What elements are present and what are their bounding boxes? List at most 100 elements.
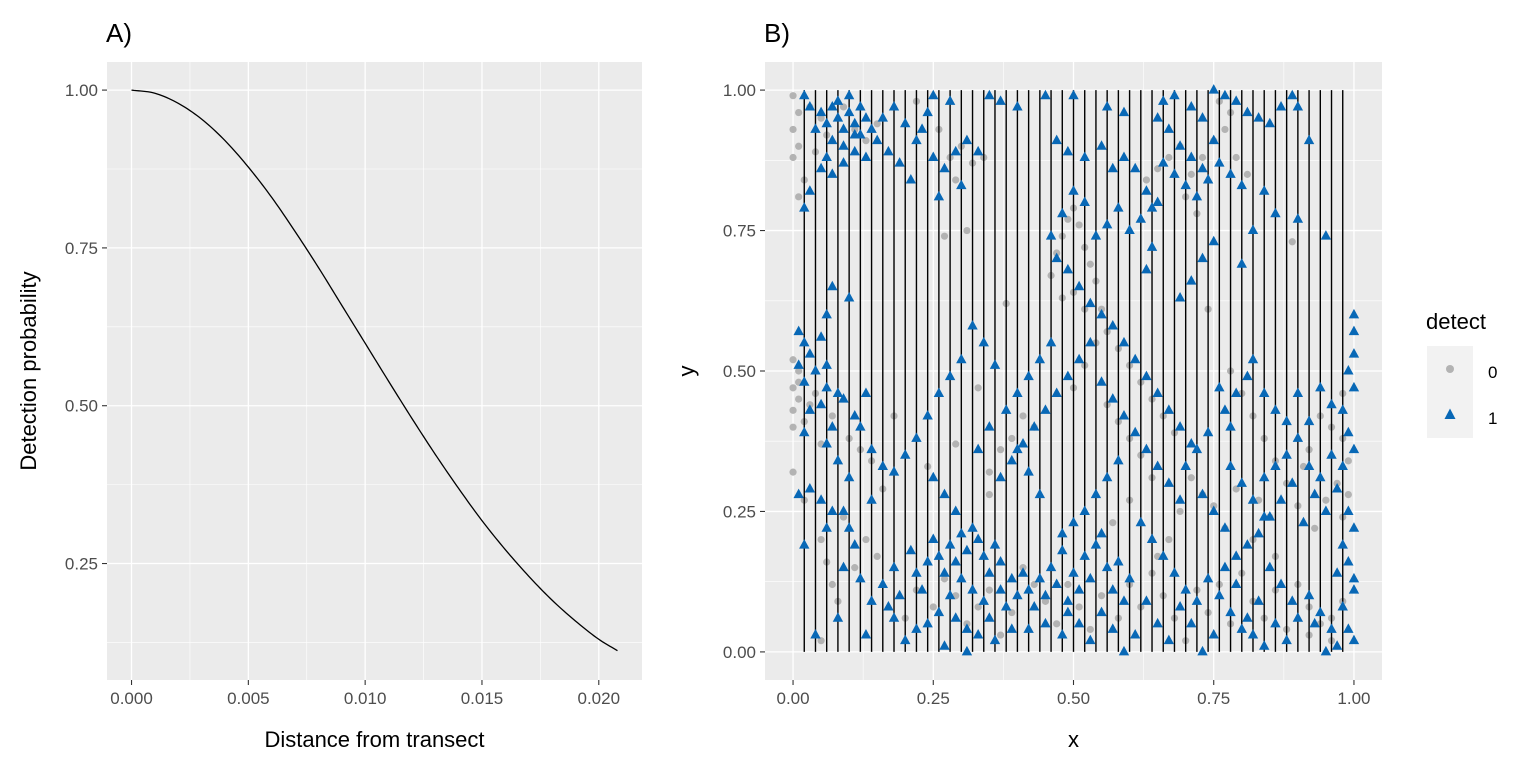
y-tick-label: 0.75 — [723, 222, 756, 241]
point-detected — [1219, 404, 1231, 414]
point-detected — [1174, 600, 1186, 611]
point-detected — [1068, 89, 1079, 100]
point-detected — [1202, 572, 1214, 583]
point-detected — [1236, 179, 1247, 190]
point-detected — [933, 606, 945, 617]
panel-b-tag: B) — [764, 18, 790, 48]
point-detected — [1230, 95, 1242, 105]
point-undetected — [974, 603, 982, 611]
point-detected — [1303, 589, 1315, 600]
point-detected — [832, 112, 844, 122]
point-detected — [1073, 584, 1085, 594]
point-detected — [972, 533, 984, 544]
point-detected — [827, 168, 838, 178]
point-detected — [1113, 556, 1124, 566]
point-detected — [1343, 623, 1354, 633]
point-detected — [1343, 365, 1354, 375]
point-detected — [928, 89, 939, 100]
point-detected — [1326, 449, 1337, 459]
point-detected — [1101, 100, 1113, 111]
point-undetected — [1165, 535, 1173, 544]
point-undetected — [1221, 125, 1229, 134]
point-detected — [1101, 561, 1113, 572]
point-detected — [1309, 617, 1320, 628]
point-detected — [888, 100, 900, 111]
legend-key-undetected-circle — [1446, 365, 1454, 373]
point-undetected — [940, 575, 949, 583]
point-undetected — [817, 637, 825, 645]
point-detected — [1242, 612, 1253, 622]
point-detected — [827, 505, 838, 515]
point-detected — [804, 404, 816, 414]
x-tick-label: 0.000 — [110, 689, 153, 708]
point-detected — [1096, 606, 1107, 617]
point-detected — [877, 460, 888, 471]
point-detected — [1219, 561, 1231, 572]
point-detected — [1079, 196, 1090, 206]
point-detected — [1270, 617, 1281, 628]
point-detected — [1292, 432, 1304, 442]
point-detected — [1186, 275, 1197, 285]
point-detected — [1023, 466, 1034, 476]
point-detected — [849, 117, 860, 128]
point-undetected — [985, 586, 993, 594]
point-detected — [1180, 584, 1191, 594]
point-detected — [995, 584, 1006, 594]
detected-points — [793, 84, 1360, 656]
point-detected — [972, 629, 984, 639]
point-detected — [1017, 438, 1029, 448]
point-detected — [1225, 606, 1236, 617]
point-detected — [1163, 477, 1175, 487]
point-detected — [1281, 634, 1292, 645]
point-detected — [1230, 550, 1242, 560]
point-detected — [871, 134, 883, 145]
point-detected — [1152, 617, 1163, 628]
point-detected — [860, 112, 872, 122]
point-detected — [1118, 151, 1130, 162]
x-tick-label: 0.75 — [1197, 689, 1230, 708]
point-undetected — [1311, 524, 1319, 532]
point-detected — [922, 617, 933, 628]
point-detected — [1040, 617, 1051, 628]
point-detected — [838, 505, 849, 515]
point-detected — [815, 494, 827, 504]
point-detected — [1017, 567, 1029, 577]
point-detected — [1057, 207, 1068, 218]
point-detected — [939, 567, 950, 577]
point-detected — [1337, 600, 1348, 611]
point-detected — [1320, 645, 1332, 656]
point-detected — [1045, 561, 1057, 572]
point-detected — [1062, 595, 1074, 605]
point-detected — [916, 584, 928, 594]
point-undetected — [1232, 485, 1240, 493]
point-detected — [1068, 567, 1079, 577]
point-detected — [1208, 629, 1219, 639]
point-detected — [1242, 106, 1253, 117]
point-detected — [1174, 140, 1186, 150]
point-detected — [1315, 471, 1326, 482]
point-detected — [1264, 117, 1276, 128]
point-detected — [905, 173, 917, 184]
point-detected — [939, 640, 950, 650]
point-detected — [1292, 213, 1304, 223]
point-detected — [961, 544, 973, 555]
x-tick-label: 1.00 — [1337, 689, 1370, 708]
point-detected — [1331, 567, 1343, 577]
point-undetected — [1198, 153, 1207, 162]
point-detected — [877, 578, 888, 588]
panel-a-x-axis-ticks: 0.000 0.005 0.010 0.015 0.020 — [110, 680, 620, 708]
point-detected — [827, 100, 838, 111]
x-tick-label: 0.50 — [1057, 689, 1090, 708]
point-detected — [1191, 190, 1203, 201]
point-detected — [1124, 572, 1135, 583]
panel-a-plot-background — [107, 62, 642, 680]
point-undetected — [1097, 592, 1106, 600]
point-detected — [821, 117, 832, 128]
point-detected — [944, 589, 956, 600]
point-detected — [1208, 134, 1219, 145]
point-detected — [1253, 112, 1264, 122]
point-detected — [1320, 230, 1332, 240]
point-undetected — [985, 491, 993, 499]
point-detected — [838, 123, 849, 133]
